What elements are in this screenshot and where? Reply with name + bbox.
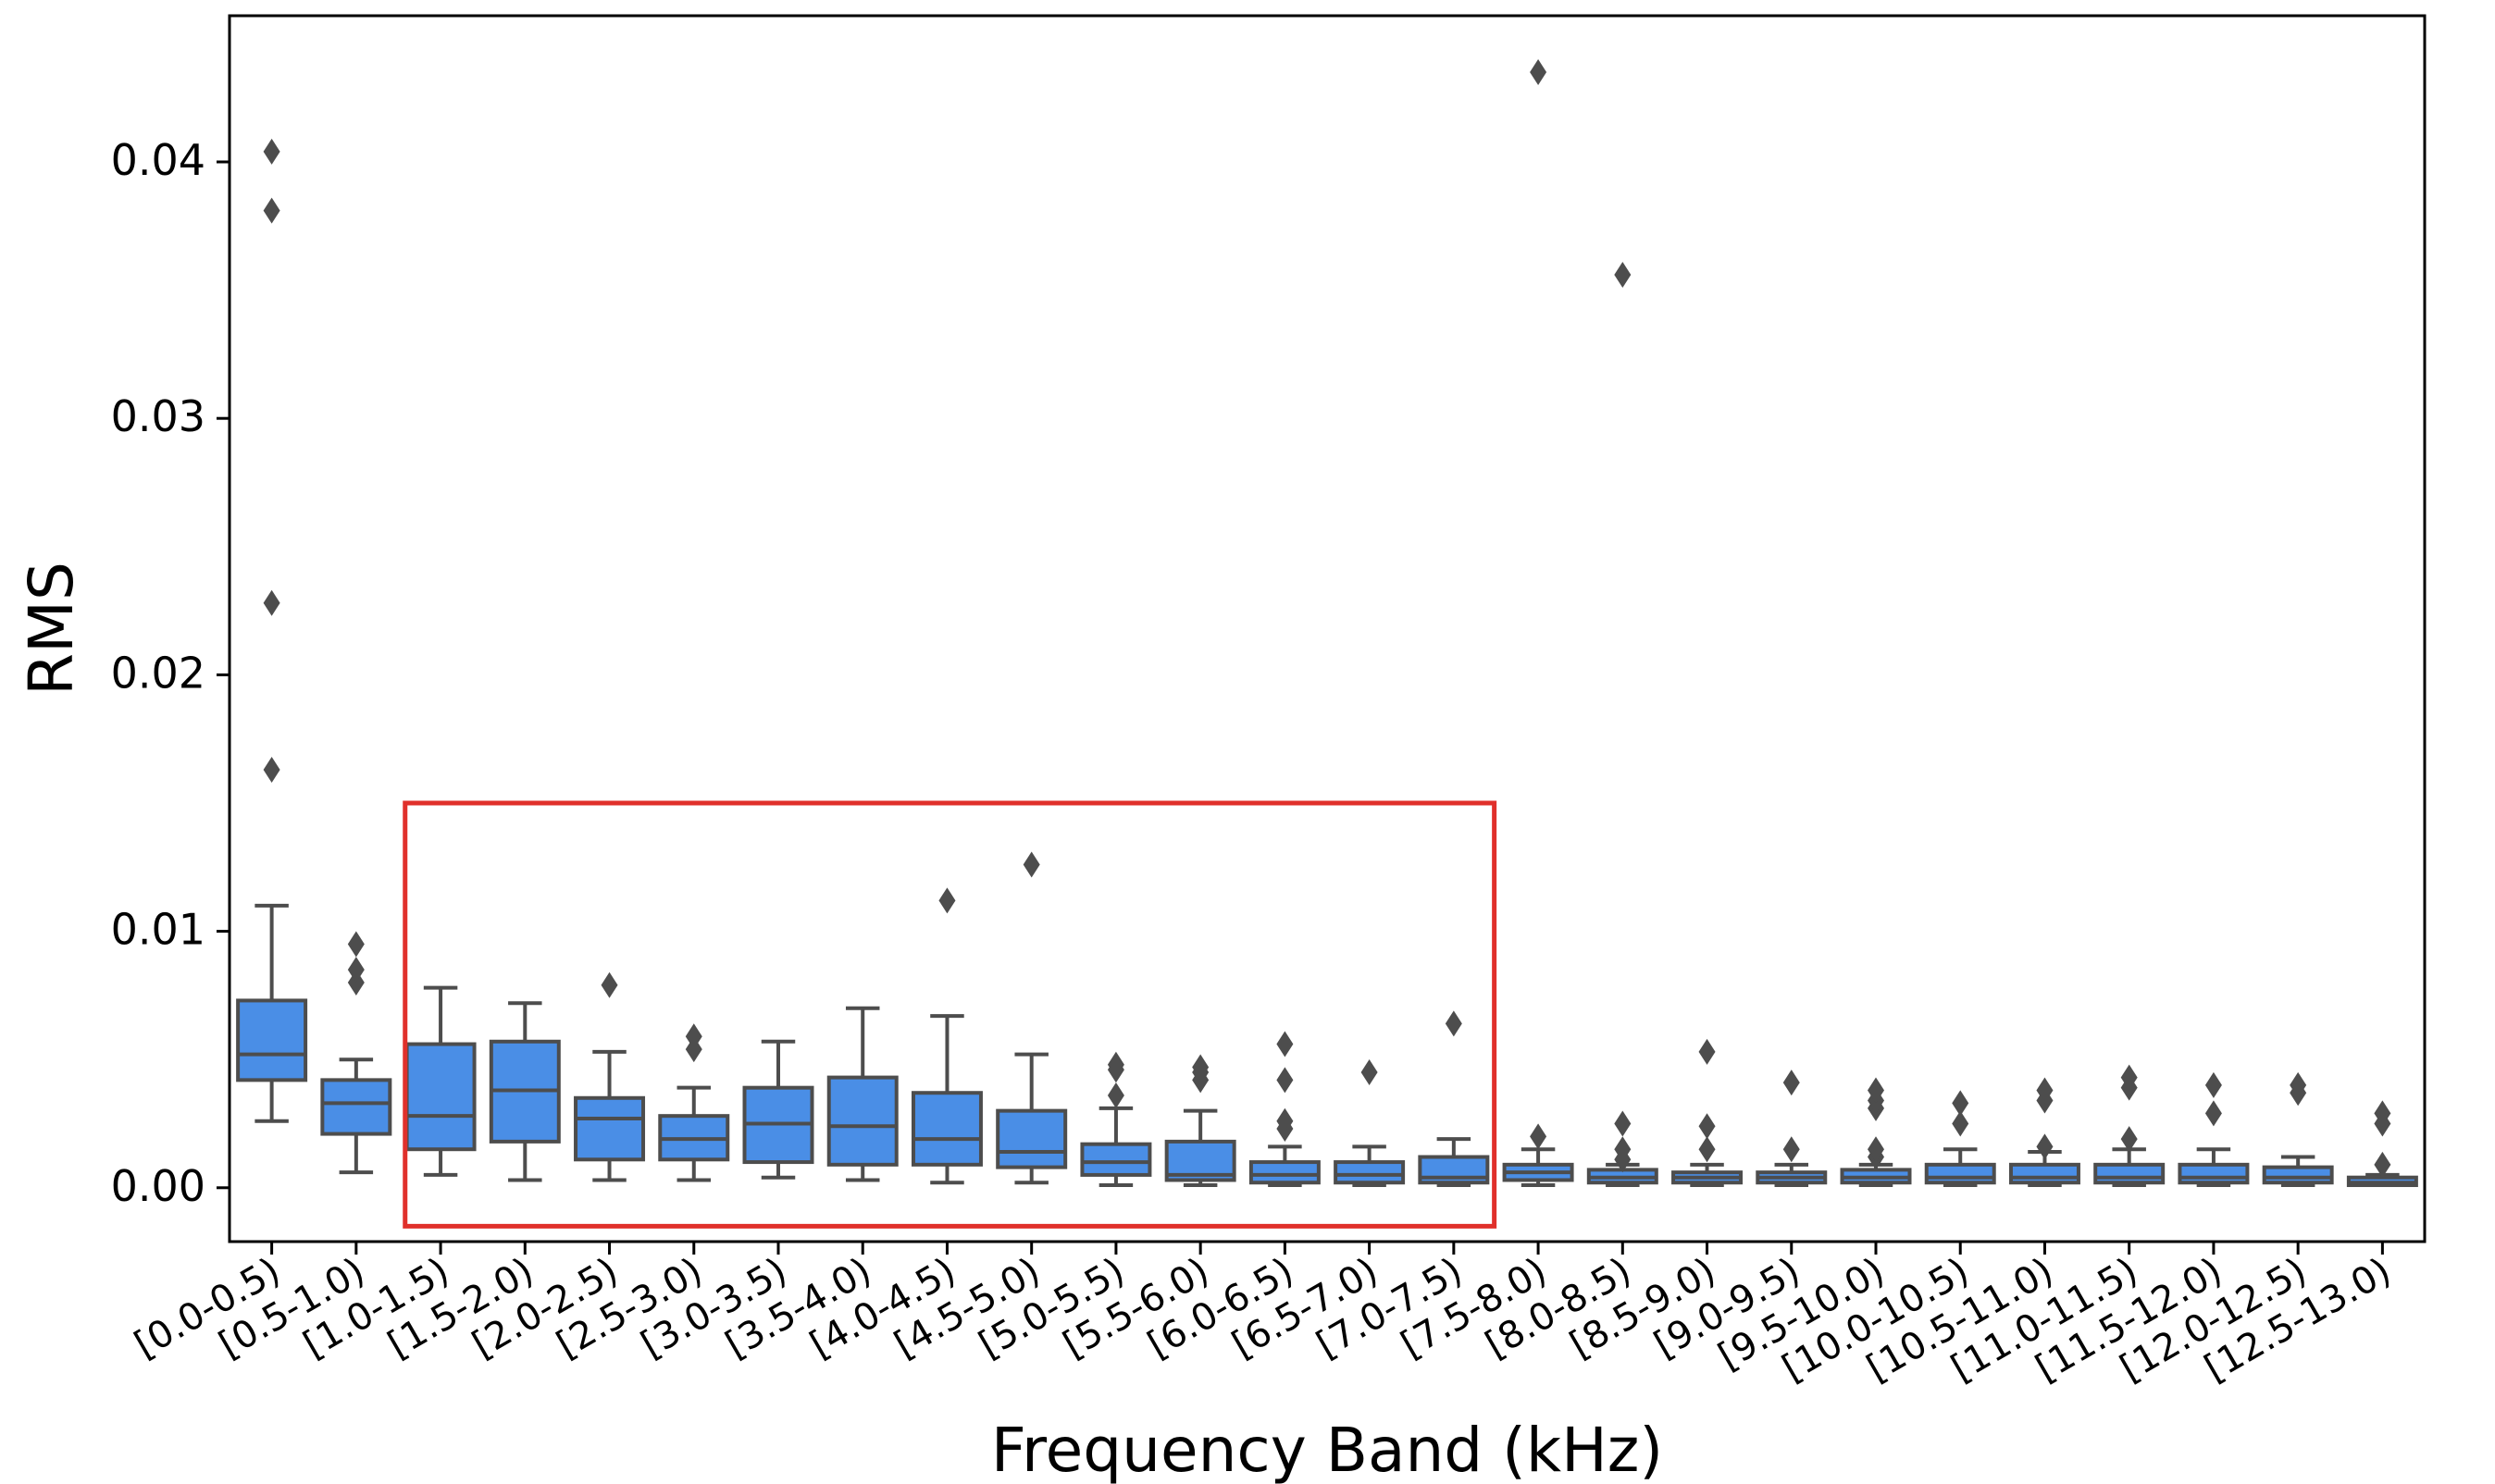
outlier-point — [1360, 1059, 1378, 1086]
outlier-point — [2204, 1100, 2222, 1127]
outlier-point — [1276, 1067, 1294, 1094]
outlier-point — [263, 756, 280, 783]
box-group — [404, 985, 477, 1177]
box-iqr — [2178, 1162, 2250, 1185]
outlier-point — [938, 887, 956, 914]
outlier-point — [1868, 1077, 1884, 1104]
box-group — [489, 1001, 561, 1182]
boxes-layer — [236, 58, 2418, 1188]
y-tick-label: 0.00 — [111, 1161, 205, 1211]
outlier-point — [347, 931, 365, 958]
box-group — [1502, 58, 1574, 1188]
outlier-point — [347, 957, 365, 983]
outlier-point — [1530, 1123, 1547, 1150]
box-iqr — [320, 1078, 392, 1136]
outlier-point — [263, 589, 280, 616]
outlier-point — [1614, 1136, 1632, 1163]
box-iqr — [996, 1108, 1068, 1169]
outlier-point — [1782, 1136, 1800, 1163]
box-group — [658, 1023, 730, 1182]
outlier-point — [1952, 1090, 1969, 1117]
outlier-point — [2374, 1100, 2391, 1127]
outlier-point — [1107, 1051, 1124, 1078]
box-iqr — [404, 1042, 477, 1152]
y-tick-label: 0.03 — [111, 391, 205, 441]
highlight-layer — [403, 800, 1497, 1229]
outlier-point — [1276, 1107, 1294, 1134]
box-group — [1418, 1010, 1490, 1188]
outlier-point — [1023, 851, 1040, 878]
box-iqr — [1248, 1160, 1321, 1185]
y-axis-title: RMS — [16, 562, 87, 696]
outlier-point — [1107, 1082, 1124, 1108]
box-iqr — [1924, 1162, 1996, 1185]
box-group — [574, 971, 646, 1182]
box-group — [1924, 1090, 1996, 1188]
highlight-box — [403, 800, 1497, 1229]
plot-frame — [228, 14, 2427, 1243]
outlier-point — [1868, 1136, 1884, 1163]
y-tick-label: 0.04 — [111, 135, 205, 185]
outlier-point — [1614, 1110, 1632, 1137]
box-group — [1248, 1031, 1321, 1188]
box-group — [1334, 1059, 1406, 1188]
outlier-point — [1192, 1054, 1210, 1081]
outlier-point — [1614, 261, 1632, 288]
x-axis-title: Frequency Band (kHz) — [991, 1415, 1663, 1484]
outlier-point — [1276, 1031, 1294, 1057]
box-group — [996, 851, 1068, 1185]
outlier-point — [2290, 1071, 2307, 1098]
outlier-point — [1952, 1110, 1969, 1137]
outlier-point — [685, 1023, 702, 1050]
y-tick-label: 0.01 — [111, 905, 205, 955]
outlier-point — [1445, 1010, 1462, 1037]
box-group — [911, 887, 983, 1185]
x-tick-label-layer: [0.0-0.5)[0.5-1.0)[1.0-1.5)[1.5-2.0)[2.0… — [128, 1242, 2398, 1391]
outlier-point — [1698, 1038, 1716, 1065]
box-group — [320, 931, 392, 1175]
outlier-point — [2036, 1077, 2054, 1104]
outlier-point — [1782, 1070, 1800, 1096]
outlier-point — [1530, 58, 1547, 85]
box-iqr — [1334, 1160, 1406, 1185]
box-iqr — [236, 998, 308, 1082]
y-tick-layer: 0.00 0.01 0.02 0.03 0.04 — [111, 135, 230, 1211]
outlier-point — [601, 971, 618, 998]
box-group — [2008, 1077, 2080, 1188]
box-group — [1586, 261, 1658, 1188]
box-iqr — [2008, 1162, 2080, 1185]
y-tick-label: 0.02 — [111, 648, 205, 698]
outlier-point — [2204, 1071, 2222, 1098]
box-group — [1840, 1077, 1912, 1188]
outlier-point — [1698, 1113, 1716, 1140]
box-group — [742, 1039, 814, 1180]
box-group — [1756, 1070, 1828, 1188]
box-iqr — [574, 1095, 646, 1162]
outlier-point — [2374, 1151, 2391, 1178]
box-group — [236, 138, 308, 1123]
box-iqr — [911, 1091, 983, 1167]
box-group — [1671, 1038, 1744, 1188]
outlier-point — [263, 138, 280, 165]
box-group — [2346, 1100, 2418, 1188]
box-iqr — [2093, 1162, 2166, 1185]
box-group — [2262, 1071, 2334, 1188]
box-group — [1164, 1054, 1236, 1188]
outlier-point — [2120, 1064, 2138, 1091]
box-group — [2178, 1071, 2250, 1188]
outlier-point — [2120, 1126, 2138, 1153]
box-iqr — [2262, 1165, 2334, 1185]
box-group — [1080, 1051, 1152, 1188]
box-iqr — [1080, 1142, 1152, 1177]
box-group — [826, 1006, 899, 1182]
outlier-point — [2036, 1133, 2054, 1160]
box-group — [2093, 1064, 2166, 1188]
outlier-point — [1698, 1136, 1716, 1163]
box-iqr — [826, 1075, 899, 1167]
outlier-point — [263, 197, 280, 224]
